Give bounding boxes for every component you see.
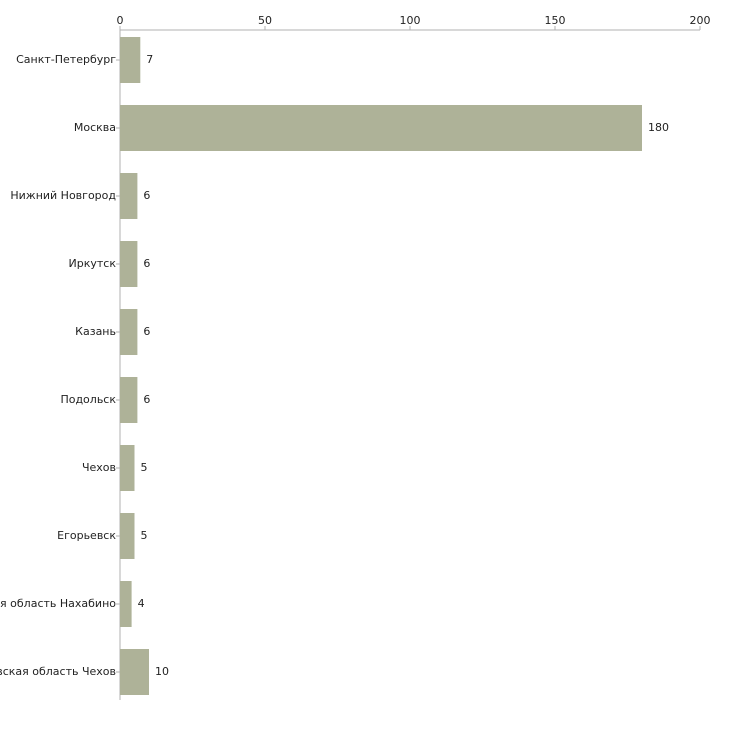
category-label: Санкт-Петербург [16, 53, 116, 66]
bars [120, 37, 642, 695]
x-tick-label: 0 [117, 14, 124, 27]
bar [120, 581, 132, 627]
x-tick-label: 150 [545, 14, 566, 27]
bar [120, 649, 149, 695]
value-label: 4 [138, 597, 145, 610]
x-tick-label: 100 [400, 14, 421, 27]
category-label: Чехов [82, 461, 116, 474]
category-label: Москва [74, 121, 116, 134]
bar [120, 309, 138, 355]
value-label: 10 [155, 665, 169, 678]
x-tick-label: 200 [690, 14, 711, 27]
value-label: 5 [141, 461, 148, 474]
category-label: Егорьевск [57, 529, 116, 542]
bar [120, 513, 135, 559]
x-tick-label: 50 [258, 14, 272, 27]
value-label: 5 [141, 529, 148, 542]
bar [120, 37, 141, 83]
category-labels: Санкт-Петербург 7 Москва 180 Нижний Новгород… [0, 53, 669, 678]
value-label: 6 [143, 257, 150, 270]
category-label: Подольск [60, 393, 116, 406]
bar [120, 241, 138, 287]
value-label: 6 [143, 393, 150, 406]
bar [120, 445, 135, 491]
category-label: Московская область Чехов [0, 665, 116, 678]
bar [120, 105, 642, 151]
value-label: 180 [648, 121, 669, 134]
category-label: Московская область Нахабино [0, 597, 116, 610]
value-label: 7 [146, 53, 153, 66]
category-label: Казань [75, 325, 116, 338]
bar [120, 377, 138, 423]
value-label: 6 [143, 189, 150, 202]
value-label: 6 [143, 325, 150, 338]
category-label: Иркутск [69, 257, 117, 270]
category-label: Нижний Новгород [10, 189, 116, 202]
bar [120, 173, 138, 219]
